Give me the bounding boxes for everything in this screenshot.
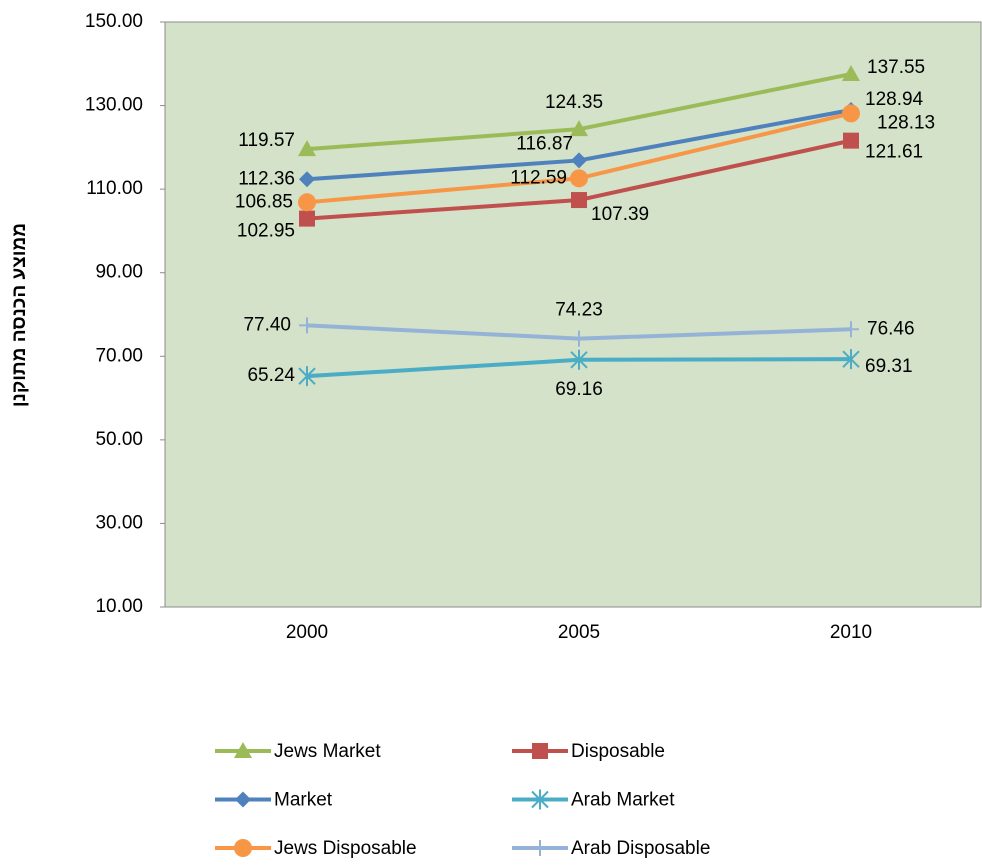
marker-shape: [299, 171, 315, 188]
marker-shape: [843, 132, 859, 149]
data-label: 121.61: [865, 142, 923, 163]
marker-shape: [571, 192, 587, 209]
data-label: 128.13: [877, 112, 935, 133]
data-label: 119.57: [238, 130, 295, 151]
marker: [298, 193, 316, 212]
marker: [531, 789, 549, 810]
y-tick-label: 110.00: [86, 178, 143, 199]
marker: [235, 791, 251, 808]
data-label: 137.55: [867, 57, 925, 78]
marker-shape: [298, 193, 316, 212]
marker: [570, 169, 588, 188]
legend-label: Arab Market: [571, 790, 675, 811]
marker-shape: [571, 330, 587, 347]
marker-shape: [842, 65, 860, 82]
legend-label: Market: [274, 790, 333, 811]
legend-item: Market: [215, 790, 333, 811]
marker-shape: [570, 349, 588, 370]
data-label: 128.94: [865, 89, 924, 110]
marker: [842, 349, 860, 370]
marker-shape: [842, 349, 860, 370]
marker: [843, 321, 859, 338]
marker: [234, 839, 252, 857]
data-label: 107.39: [591, 204, 649, 225]
x-tick-label: 2005: [558, 622, 600, 643]
y-tick-label: 150.00: [85, 11, 143, 32]
marker: [842, 104, 860, 123]
data-label: 65.24: [247, 365, 295, 386]
marker-shape: [531, 789, 549, 810]
data-label: 69.16: [555, 379, 603, 400]
marker-shape: [234, 742, 252, 758]
marker-shape: [235, 791, 251, 808]
marker-shape: [299, 317, 315, 334]
data-label: 124.35: [545, 92, 603, 113]
marker: [299, 317, 315, 334]
y-tick-label: 90.00: [95, 262, 143, 283]
marker: [234, 742, 252, 758]
marker-shape: [532, 840, 548, 856]
y-tick-label: 50.00: [95, 429, 143, 450]
data-label: 106.85: [235, 191, 293, 212]
x-tick-label: 2000: [286, 622, 328, 643]
marker: [571, 330, 587, 347]
marker: [570, 120, 588, 137]
marker: [570, 349, 588, 370]
x-tick-label: 2010: [830, 622, 872, 643]
y-tick-label: 70.00: [95, 345, 143, 366]
y-tick-label: 30.00: [95, 512, 143, 533]
data-label: 74.23: [555, 300, 603, 321]
marker: [298, 140, 316, 157]
marker-shape: [532, 743, 548, 759]
marker: [298, 366, 316, 387]
marker-shape: [843, 321, 859, 338]
legend-item: Jews Market: [215, 741, 381, 762]
data-label: 77.40: [243, 314, 291, 335]
data-label: 69.31: [865, 356, 913, 377]
y-tick-label: 130.00: [85, 95, 143, 116]
data-label: 112.59: [510, 167, 567, 188]
legend-label: Arab Disposable: [571, 838, 710, 859]
marker-shape: [571, 152, 587, 169]
legend-item: Jews Disposable: [215, 838, 417, 859]
legend-label: Jews Market: [274, 741, 381, 762]
marker: [842, 65, 860, 82]
y-tick-label: 10.00: [95, 596, 143, 617]
marker: [571, 152, 587, 169]
legend-label: Jews Disposable: [274, 838, 417, 859]
marker-shape: [842, 104, 860, 123]
legend-item: Arab Market: [512, 789, 675, 811]
legend-item: Disposable: [512, 741, 665, 762]
marker-shape: [299, 210, 315, 227]
marker: [532, 743, 548, 759]
marker: [532, 840, 548, 856]
marker: [299, 210, 315, 227]
marker-shape: [298, 140, 316, 157]
marker: [843, 132, 859, 149]
data-label: 112.36: [238, 168, 295, 189]
marker-shape: [234, 839, 252, 857]
marker-shape: [570, 120, 588, 137]
data-label: 116.87: [516, 133, 573, 154]
marker-shape: [298, 366, 316, 387]
data-label: 102.95: [237, 221, 295, 242]
y-axis-title: ממוצע הכנסה מתוקנן: [9, 223, 30, 407]
legend-label: Disposable: [571, 741, 665, 762]
marker: [299, 171, 315, 188]
marker-shape: [570, 169, 588, 188]
marker: [571, 192, 587, 209]
data-label: 76.46: [867, 318, 915, 339]
legend-item: Arab Disposable: [512, 838, 710, 859]
